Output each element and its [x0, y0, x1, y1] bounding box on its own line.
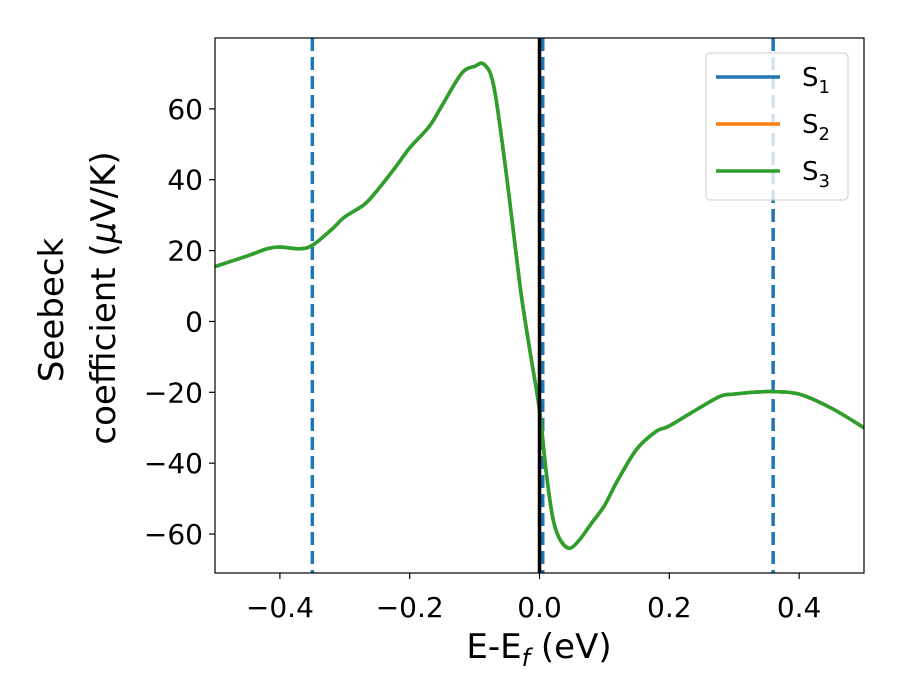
legend-box [705, 52, 849, 201]
legend-label: S3 [802, 157, 830, 192]
y-axis-label-line1: Seebeck [32, 238, 72, 383]
x-tick-label: 0.0 [517, 591, 562, 624]
x-tick-label: −0.2 [376, 591, 444, 624]
y-tick-label: −40 [144, 447, 203, 480]
y-tick-label: −20 [144, 376, 203, 409]
x-tick-label: 0.2 [647, 591, 692, 624]
reference-lines [310, 38, 775, 573]
y-axis-label-unit: V/K) [84, 151, 124, 221]
legend-item-s3: S3 [716, 157, 830, 192]
y-tick-label: −60 [144, 518, 203, 551]
y-axis-ticks: −60 −40 −20 0 20 40 60 [144, 93, 215, 551]
x-tick-label: 0.4 [777, 591, 822, 624]
y-tick-label: 20 [167, 235, 203, 268]
y-axis-label-mu: μ [84, 222, 124, 245]
legend-item-s2: S2 [716, 110, 830, 145]
legend-item-s1: S1 [716, 63, 830, 98]
x-axis-label-unit: (eV) [530, 627, 612, 667]
x-tick-label: −0.4 [246, 591, 314, 624]
y-tick-label: 60 [167, 93, 203, 126]
x-axis-ticks: −0.4 −0.2 0.0 0.2 0.4 [246, 573, 821, 624]
y-tick-label: 40 [167, 164, 203, 197]
x-axis-label: E-Ef (eV) [466, 627, 611, 672]
y-tick-label: 0 [185, 305, 203, 338]
legend: S1 S2 S3 [705, 52, 849, 201]
series-line-s3 [215, 61, 864, 550]
series-lines [215, 61, 864, 550]
legend-label: S1 [802, 63, 830, 98]
legend-label: S2 [802, 110, 830, 145]
y-axis-label: Seebeck coefficient (μV/K) [32, 151, 124, 444]
y-axis-label-line2: coefficient (μV/K) [84, 151, 124, 444]
